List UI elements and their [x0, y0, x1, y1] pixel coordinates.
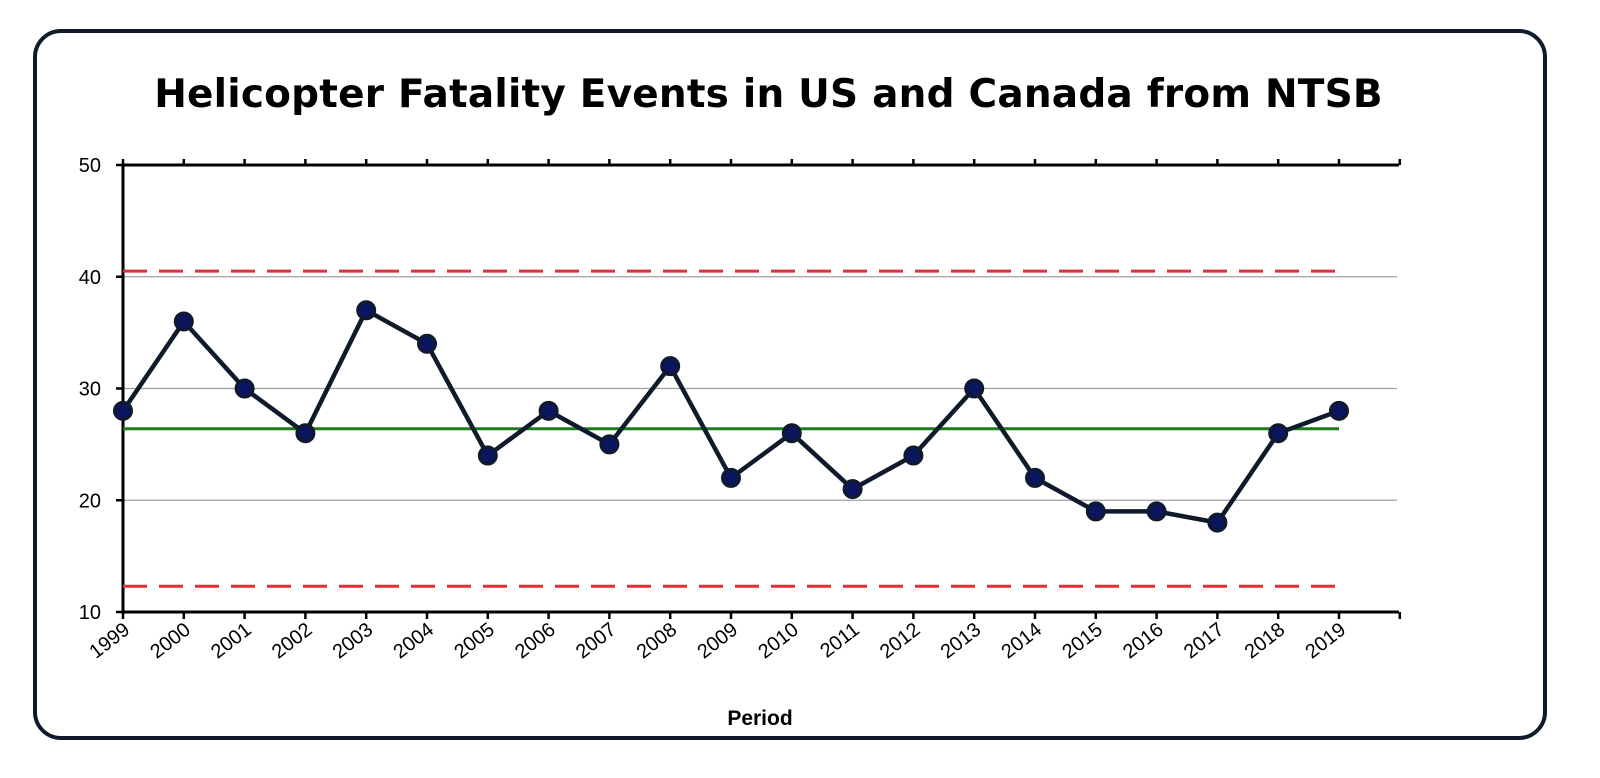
data-point: [1268, 423, 1289, 444]
x-tick-label: 2014: [997, 619, 1046, 664]
data-point: [842, 479, 863, 500]
data-point: [781, 423, 802, 444]
data-point: [1207, 512, 1228, 533]
data-point: [538, 400, 559, 421]
x-tick-label: 2012: [876, 619, 925, 664]
x-tick-label: 2005: [450, 619, 499, 664]
x-tick-label: 2006: [511, 619, 560, 664]
series-line: [121, 307, 1340, 526]
x-tick-label: 2000: [146, 619, 195, 664]
data-point: [356, 300, 377, 321]
x-tick-label: 2015: [1058, 619, 1107, 664]
y-tick-label: 20: [79, 490, 101, 512]
x-tick-label: 2001: [207, 619, 256, 664]
data-point: [964, 378, 985, 399]
y-tick-label: 40: [79, 267, 101, 289]
x-axis-label: Period: [727, 707, 792, 730]
x-tick-label: 2002: [268, 619, 317, 664]
y-tick-label: 30: [79, 379, 101, 401]
x-tick-label: 1999: [85, 619, 134, 664]
x-tick-label: 2017: [1180, 619, 1229, 664]
x-tick-label: 2016: [1119, 619, 1168, 664]
x-tick-label: 2011: [816, 619, 863, 663]
x-tick-label: 2010: [754, 619, 803, 664]
data-point: [173, 311, 194, 332]
chart-title: Helicopter Fatality Events in US and Can…: [154, 72, 1383, 117]
y-tick-label: 50: [79, 155, 101, 177]
data-point: [234, 378, 255, 399]
data-markers: [113, 300, 1349, 533]
data-point: [1329, 400, 1349, 421]
axes: [116, 159, 1402, 619]
data-point: [295, 423, 316, 444]
x-tick-label: 2019: [1301, 619, 1350, 664]
data-point: [1085, 501, 1106, 522]
chart-frame: [33, 29, 1547, 740]
x-tick-label: 2009: [693, 619, 742, 664]
data-point: [903, 445, 924, 466]
x-tick-label: 2018: [1241, 619, 1290, 664]
data-point: [1146, 501, 1167, 522]
x-tick-label: 2013: [937, 619, 986, 664]
x-tick-label: 2003: [329, 619, 378, 664]
gridlines: [123, 276, 1397, 501]
x-tick-label: 2007: [572, 619, 621, 664]
x-tick-labels: 1999 2000 2001 2002 2003 2004 2005 2006 2007 2008…: [85, 619, 1350, 664]
data-point: [477, 445, 498, 466]
reference-lines: [123, 269, 1339, 588]
x-tick-label: 2004: [389, 619, 438, 664]
data-point: [113, 400, 133, 421]
data-point: [660, 356, 681, 377]
data-point: [1025, 467, 1045, 488]
data-point: [721, 467, 741, 488]
data-point: [599, 434, 620, 455]
y-tick-labels: 10 20 30 40 50: [79, 155, 101, 624]
series-polyline: [121, 307, 1340, 526]
y-tick-label: 10: [79, 602, 101, 624]
x-tick-label: 2008: [633, 619, 682, 664]
data-point: [417, 333, 437, 354]
